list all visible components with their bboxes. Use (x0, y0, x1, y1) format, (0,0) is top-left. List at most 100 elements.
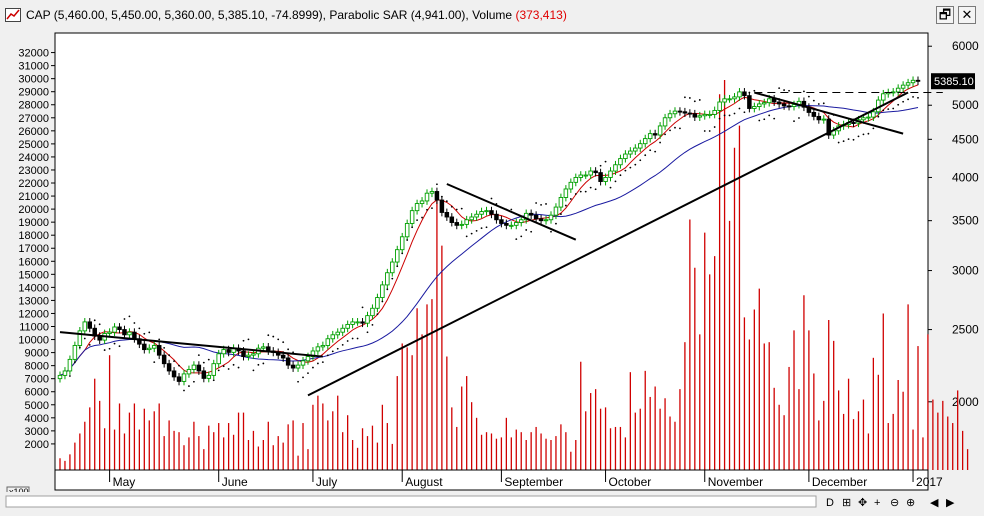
parabolic-sar-dot (852, 138, 855, 141)
parabolic-sar-dot (381, 300, 384, 303)
parabolic-sar-dot (133, 322, 136, 324)
parabolic-sar-dot (321, 361, 324, 363)
candle (742, 91, 747, 97)
restore-button[interactable]: 🗗 (936, 6, 954, 24)
candle (434, 191, 440, 201)
candle (781, 103, 787, 107)
candle (315, 346, 321, 352)
parabolic-sar-dot (178, 364, 180, 367)
parabolic-sar-dot (872, 127, 875, 130)
parabolic-sar-dot (148, 331, 151, 334)
chart-title: CAP (5,460.00, 5,450.00, 5,360.00, 5,385… (26, 8, 567, 22)
parabolic-sar-dot (113, 342, 116, 345)
candle (409, 210, 415, 224)
parabolic-sar-dot (758, 119, 761, 122)
candle (895, 87, 901, 93)
parabolic-sar-dot (822, 102, 825, 105)
candle (394, 249, 400, 263)
parabolic-sar-dot (594, 188, 597, 191)
candle (285, 357, 291, 366)
parabolic-sar-dot (693, 100, 696, 103)
parabolic-sar-dot (574, 193, 577, 195)
parabolic-sar-dot (138, 327, 141, 330)
candle (127, 331, 132, 336)
parabolic-sar-dot (490, 197, 493, 200)
candle (107, 331, 112, 334)
left-axis-tick-label: 4000 (25, 413, 49, 425)
parabolic-sar-dot (411, 226, 414, 229)
candle (112, 326, 117, 333)
candle (479, 211, 484, 215)
parabolic-sar-dot (807, 95, 810, 98)
right-axis-tick-label: 2000 (952, 395, 979, 409)
candle (77, 330, 83, 346)
candle (474, 213, 479, 218)
parabolic-sar-dot (515, 238, 518, 241)
scroll-right-icon[interactable]: ▶ (946, 497, 955, 509)
candle (72, 345, 78, 360)
plot-frame (54, 32, 929, 471)
parabolic-sar-dot (312, 366, 314, 369)
parabolic-sar-dot (728, 114, 731, 117)
parabolic-sar-dot (222, 365, 225, 368)
candle (593, 170, 598, 174)
candle (682, 111, 688, 114)
candle (598, 172, 603, 182)
candle (697, 115, 703, 118)
parabolic-sar-dot (530, 230, 533, 233)
candle (707, 113, 712, 116)
candle (647, 133, 653, 140)
parabolic-sar-dot (168, 354, 171, 357)
candle (335, 331, 340, 336)
left-axis-tick-label: 2000 (25, 439, 49, 451)
scroll-track[interactable] (5, 495, 817, 508)
parabolic-sar-dot (733, 112, 736, 115)
left-axis-tick-label: 19000 (18, 217, 49, 229)
candle (702, 113, 707, 117)
candle (638, 143, 643, 149)
scroll-left-icon[interactable]: ◀ (930, 497, 939, 509)
candle (578, 174, 584, 178)
left-axis-tick-label: 3000 (25, 426, 49, 438)
candle (345, 323, 350, 329)
candle (816, 115, 822, 121)
trend-line (59, 331, 323, 358)
candle (727, 98, 732, 101)
candle (62, 370, 68, 376)
parabolic-sar-dot (217, 369, 220, 372)
parabolic-sar-dot (659, 141, 662, 144)
left-axis-tick-label: 31000 (18, 61, 49, 73)
date-icon[interactable]: D (826, 497, 834, 509)
candle (618, 158, 623, 166)
zoom-in-icon[interactable]: + (874, 497, 880, 509)
parabolic-sar-dot (376, 313, 379, 316)
parabolic-sar-dot (555, 222, 557, 225)
candle (375, 297, 380, 309)
parabolic-sar-dot (684, 96, 686, 99)
left-axis-tick-label: 28000 (18, 100, 49, 112)
candle (186, 369, 192, 375)
parabolic-sar-dot (798, 117, 800, 119)
candle (910, 79, 916, 84)
candle (494, 213, 499, 221)
candle (206, 374, 212, 379)
candle (538, 218, 544, 222)
candle (628, 150, 633, 155)
parabolic-sar-dot (153, 361, 156, 363)
crosshair-icon[interactable]: ⊞ (842, 497, 851, 509)
candle (181, 373, 187, 382)
candle (216, 353, 221, 365)
parabolic-sar-dot (128, 315, 131, 318)
parabolic-sar-dot (307, 372, 309, 375)
left-axis-tick-label: 22000 (18, 178, 49, 190)
pan-icon[interactable]: ✥ (858, 497, 867, 509)
zoom-reset-icon[interactable]: ⊕ (906, 497, 915, 509)
parabolic-sar-dot (629, 166, 632, 169)
left-axis-tick-label: 11000 (19, 322, 49, 334)
candle (568, 181, 574, 190)
close-button[interactable]: ✕ (958, 6, 976, 24)
parabolic-sar-dot (564, 204, 567, 207)
parabolic-sar-dot (143, 332, 146, 335)
candle (900, 84, 906, 89)
zoom-out-icon[interactable]: ⊖ (890, 497, 899, 509)
